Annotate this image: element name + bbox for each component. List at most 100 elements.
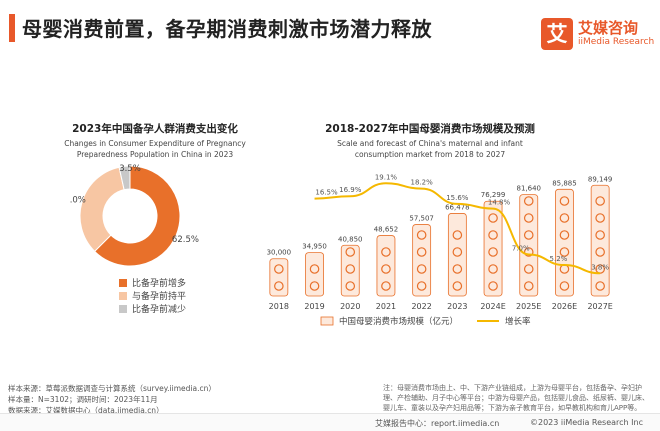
line-data-label: 18.2% [411,179,434,187]
line-data-label: 15.6% [446,194,469,202]
logo-text-en: iiMedia Research [578,37,655,47]
bar [412,224,432,297]
bar-pattern-icon [488,247,498,257]
x-tick-label: 2021 [376,302,396,311]
x-tick-label: 2022 [411,302,431,311]
legend-label-line: 增长率 [505,316,531,327]
bar-pattern-icon [416,247,427,257]
donut-chart-subtitle: Changes in Consumer Expenditure of Pregn… [64,139,246,159]
line-data-label: 3.8% [591,263,609,271]
bar-pattern-icon [595,281,605,291]
x-tick-label: 2027E [587,302,612,311]
title-accent-bar [9,14,15,42]
source-line: 样本来源：草莓派数据调查与计算系统（survey.iimedia.cn） [8,384,216,393]
bar-pattern-icon [523,196,534,206]
bar-pattern-icon [416,230,427,240]
bar-pattern-icon [523,264,534,274]
bar-pattern-icon [309,281,320,291]
line-data-label: 5.2% [550,255,568,263]
bar [447,213,467,297]
bar-pattern-icon [416,281,427,291]
bar-pattern-icon [416,264,427,274]
bar-pattern-icon [452,264,463,274]
bar-pattern-icon [488,264,498,274]
bar-chart-title: 2018-2027年中国母婴消费市场规模及预测 [325,123,535,135]
bar-pattern-icon [488,213,498,223]
growth-line [314,182,601,275]
bar-pattern-icon [523,230,534,240]
bar-data-label: 48,652 [374,226,399,234]
legend-label: 与备孕前持平 [132,292,187,302]
bar-data-label: 89,149 [588,175,613,183]
donut-data-label: 34.0% [70,195,86,205]
bar-pattern-icon [595,230,605,240]
footer-sources: 样本来源：草莓派数据调查与计算系统（survey.iimedia.cn） 样本量… [8,383,216,416]
donut-slice [93,165,181,267]
legend-item-same: 与备孕前持平 [119,289,186,302]
bar [376,235,396,297]
legend-item-decrease: 比备孕前减少 [119,302,186,315]
bar-pattern-icon [595,247,605,257]
donut-legend: 比备孕前增多 与备孕前持平 比备孕前减少 [119,276,186,315]
bar-line-chart: 30,000 2018 34,950 2019 40,850 2020 48,652 2021… [267,173,613,327]
legend-label: 比备孕前减少 [132,305,187,315]
page-title: 母婴消费前置，备孕期消费刺激市场潜力释放 [22,17,432,41]
donut-data-label: 62.5% [172,235,199,245]
line-data-label: 16.5% [315,189,338,197]
bar-data-label: 85,885 [552,179,577,187]
bar-pattern-icon [559,213,570,223]
donut-chart-title: 2023年中国备孕人群消费支出变化 [72,123,238,135]
bar-pattern-icon [381,264,391,274]
footer-site-link[interactable]: 艾媒报告中心：report.iimedia.cn [375,419,500,428]
legend-swatch [119,291,127,300]
legend-swatch-bar [320,316,334,326]
footer-note: 注：母婴消费市场由上、中、下游产业链组成，上游为母婴平台，包括备孕、孕妇护理、产… [383,384,649,412]
donut-data-label: 3.5% [119,164,141,174]
bar-pattern-icon [595,196,605,206]
bar-pattern-icon [559,230,570,240]
x-tick-label: 2023 [447,302,467,311]
line-data-label: 7.0% [512,244,530,252]
donut-slice [118,165,131,191]
bar-pattern-icon [309,264,320,274]
bar [340,244,360,297]
bar-pattern-icon [452,247,463,257]
source-line: 数据来源：艾媒数据中心（data.iimedia.cn） [8,406,164,415]
bar-pattern-icon [345,247,356,257]
donut-chart: 62.5% 34.0% 3.5% [70,164,199,267]
bar-pattern-icon [452,230,463,240]
bar-data-label: 30,000 [267,249,292,257]
bar-data-label: 34,950 [302,243,327,251]
bar-pattern-icon [488,230,498,240]
source-line: 样本量：N=3102；调研时间：2023年11月 [8,395,158,404]
bar-pattern-icon [274,264,284,274]
bar-pattern-icon [345,281,356,291]
bar-data-label: 66,478 [445,203,470,211]
x-tick-label: 2018 [269,302,289,311]
bar-data-label: 40,850 [338,235,363,243]
bar-pattern-icon [595,213,605,223]
donut-slice [79,166,125,253]
line-data-label: 14.8% [488,199,511,207]
footer-bar [0,413,660,431]
legend-label: 比备孕前增多 [132,279,187,289]
bar-pattern-icon [345,264,356,274]
x-tick-label: 2019 [304,302,324,311]
bar-chart-subtitle: Scale and forecast of China's maternal a… [337,139,523,159]
bar [590,184,610,297]
line-data-label: 16.9% [339,186,362,194]
bar-pattern-icon [452,281,463,291]
x-tick-label: 2026E [552,302,577,311]
bar-data-label: 81,640 [517,185,542,193]
x-tick-label: 2024E [480,302,505,311]
logo-text-cn: 艾媒咨询 [578,19,639,37]
logo-icon: 艾 [541,18,573,50]
bar-data-label: 57,507 [409,215,434,223]
bar-pattern-icon [274,281,284,291]
legend-item-increase: 比备孕前增多 [119,276,186,289]
bar-pattern-icon [523,281,534,291]
bar-pattern-icon [559,247,570,257]
line-data-label: 19.1% [375,173,398,181]
bar-pattern-icon [559,281,570,291]
bar [483,200,503,297]
